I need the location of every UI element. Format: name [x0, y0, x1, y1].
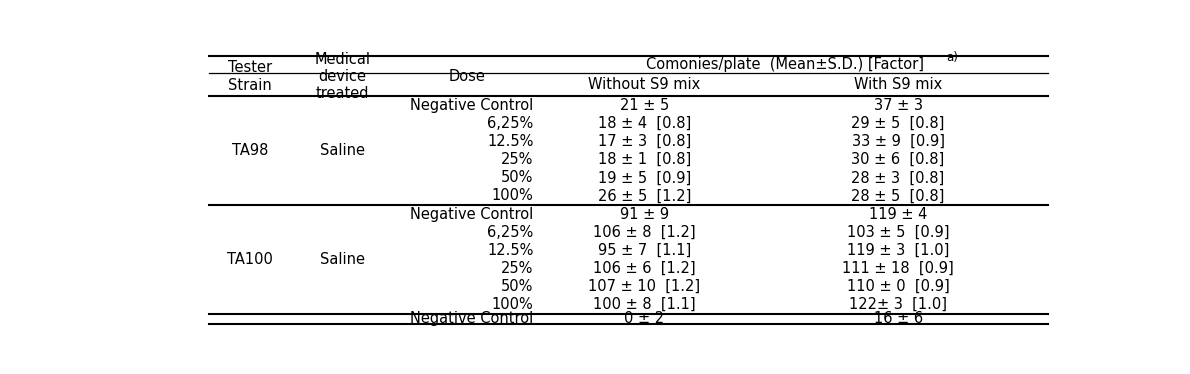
Text: 50%: 50% — [501, 171, 533, 186]
Text: 21 ± 5: 21 ± 5 — [620, 98, 669, 113]
Text: 6,25%: 6,25% — [487, 225, 533, 240]
Text: Saline: Saline — [320, 143, 365, 158]
Text: With S9 mix: With S9 mix — [854, 77, 942, 92]
Text: 0 ± 2: 0 ± 2 — [625, 311, 664, 326]
Text: 12.5%: 12.5% — [487, 134, 533, 149]
Text: 100%: 100% — [491, 297, 533, 312]
Text: 6,25%: 6,25% — [487, 116, 533, 131]
Text: 119 ± 4: 119 ± 4 — [869, 206, 927, 221]
Text: 18 ± 4  [0.8]: 18 ± 4 [0.8] — [597, 116, 691, 131]
Text: 110 ± 0  [0.9]: 110 ± 0 [0.9] — [847, 279, 950, 294]
Text: 103 ± 5  [0.9]: 103 ± 5 [0.9] — [847, 225, 950, 240]
Text: Tester
Strain: Tester Strain — [228, 60, 273, 93]
Text: 111 ± 18  [0.9]: 111 ± 18 [0.9] — [843, 261, 954, 276]
Text: TA100: TA100 — [227, 252, 274, 267]
Text: 106 ± 8  [1.2]: 106 ± 8 [1.2] — [593, 225, 696, 240]
Text: 25%: 25% — [501, 261, 533, 276]
Text: 50%: 50% — [501, 279, 533, 294]
Text: 107 ± 10  [1.2]: 107 ± 10 [1.2] — [588, 279, 701, 294]
Text: 28 ± 5  [0.8]: 28 ± 5 [0.8] — [851, 188, 945, 203]
Text: 33 ± 9  [0.9]: 33 ± 9 [0.9] — [852, 134, 945, 149]
Text: Negative Control: Negative Control — [411, 311, 533, 326]
Text: 12.5%: 12.5% — [487, 243, 533, 258]
Text: 18 ± 1  [0.8]: 18 ± 1 [0.8] — [597, 152, 691, 167]
Text: 16 ± 6: 16 ± 6 — [873, 311, 922, 326]
Text: Comonies/plate  (Mean±S.D.) [Factor]: Comonies/plate (Mean±S.D.) [Factor] — [646, 57, 925, 73]
Text: 19 ± 5  [0.9]: 19 ± 5 [0.9] — [597, 171, 691, 186]
Text: 122± 3  [1.0]: 122± 3 [1.0] — [850, 297, 947, 312]
Text: 26 ± 5  [1.2]: 26 ± 5 [1.2] — [597, 188, 691, 203]
Text: 91 ± 9: 91 ± 9 — [620, 206, 669, 221]
Text: a): a) — [946, 51, 958, 64]
Text: 119 ± 3  [1.0]: 119 ± 3 [1.0] — [847, 243, 950, 258]
Text: 30 ± 6  [0.8]: 30 ± 6 [0.8] — [852, 152, 945, 167]
Text: Without S9 mix: Without S9 mix — [588, 77, 701, 92]
Text: 28 ± 3  [0.8]: 28 ± 3 [0.8] — [852, 171, 945, 186]
Text: 37 ± 3: 37 ± 3 — [873, 98, 922, 113]
Text: Medical
device
treated: Medical device treated — [314, 52, 370, 101]
Text: Dose: Dose — [449, 69, 486, 84]
Text: 106 ± 6  [1.2]: 106 ± 6 [1.2] — [593, 261, 696, 276]
Text: 29 ± 5  [0.8]: 29 ± 5 [0.8] — [851, 116, 945, 131]
Text: Negative Control: Negative Control — [411, 206, 533, 221]
Text: 17 ± 3  [0.8]: 17 ± 3 [0.8] — [597, 134, 691, 149]
Text: TA98: TA98 — [232, 143, 269, 158]
Text: Negative Control: Negative Control — [411, 98, 533, 113]
Text: 95 ± 7  [1.1]: 95 ± 7 [1.1] — [597, 243, 691, 258]
Text: 25%: 25% — [501, 152, 533, 167]
Text: 100 ± 8  [1.1]: 100 ± 8 [1.1] — [593, 297, 696, 312]
Text: 100%: 100% — [491, 188, 533, 203]
Text: Saline: Saline — [320, 252, 365, 267]
